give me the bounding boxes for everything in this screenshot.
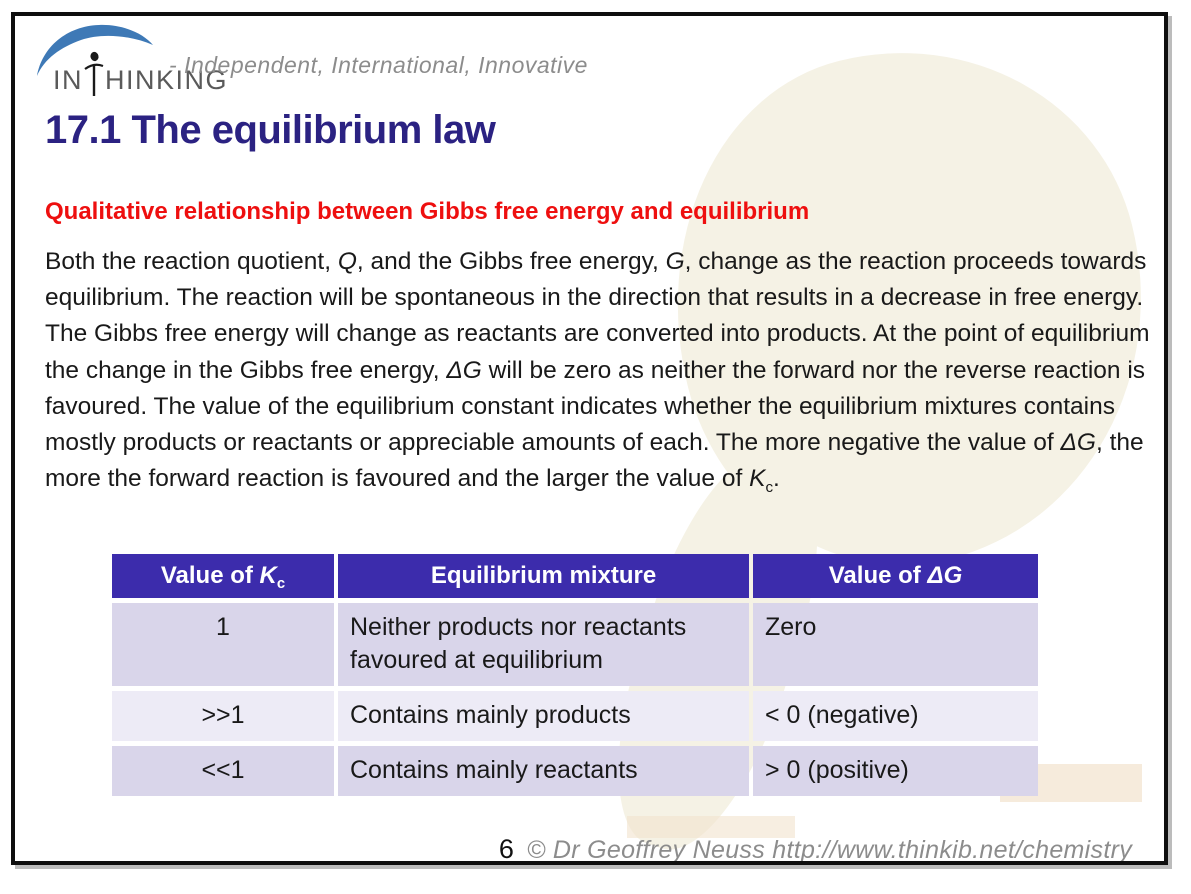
inthinking-logo: IN HINKING - Independent, International,… bbox=[29, 16, 589, 96]
table-row: 1 Neither products nor reactants favoure… bbox=[112, 603, 1038, 686]
table-row: <<1 Contains mainly reactants > 0 (posit… bbox=[112, 746, 1038, 796]
section-heading: Qualitative relationship between Gibbs f… bbox=[45, 198, 810, 225]
body-paragraph: Both the reaction quotient, Q, and the G… bbox=[45, 248, 1150, 496]
slide-frame: IN HINKING - Independent, International,… bbox=[11, 12, 1168, 865]
copyright-text: © Dr Geoffrey Neuss http://www.thinkib.n… bbox=[526, 836, 1132, 864]
slide-footer: 6 © Dr Geoffrey Neuss http://www.thinkib… bbox=[498, 834, 1132, 864]
equilibrium-table: Value of Kc Equilibrium mixture Value of… bbox=[108, 549, 1042, 801]
watermark-shape-band bbox=[627, 816, 795, 838]
header-value-of-kc: Value of Kc bbox=[112, 554, 334, 598]
cell-dg: < 0 (negative) bbox=[753, 691, 1038, 741]
logo-person-icon bbox=[84, 51, 104, 96]
cell-kc: >>1 bbox=[112, 691, 334, 741]
logo-wordmark: IN HINKING bbox=[53, 48, 229, 96]
cell-mixture: Contains mainly products bbox=[338, 691, 749, 741]
logo-text-in: IN bbox=[53, 65, 83, 95]
header-equilibrium-mixture: Equilibrium mixture bbox=[338, 554, 749, 598]
table-header-row: Value of Kc Equilibrium mixture Value of… bbox=[112, 554, 1038, 598]
cell-kc: 1 bbox=[112, 603, 334, 686]
logo-text-hinking: HINKING bbox=[105, 65, 229, 95]
cell-kc: <<1 bbox=[112, 746, 334, 796]
header-value-of-dg: Value of ΔG bbox=[753, 554, 1038, 598]
cell-mixture: Contains mainly reactants bbox=[338, 746, 749, 796]
logo-tagline: - Independent, International, Innovative bbox=[169, 52, 588, 78]
cell-mixture: Neither products nor reactants favoured … bbox=[338, 603, 749, 686]
cell-dg: > 0 (positive) bbox=[753, 746, 1038, 796]
slide-content: IN HINKING - Independent, International,… bbox=[15, 16, 1164, 861]
cell-dg: Zero bbox=[753, 603, 1038, 686]
table-row: >>1 Contains mainly products < 0 (negati… bbox=[112, 691, 1038, 741]
page-number: 6 bbox=[498, 834, 514, 864]
logo-swoosh-icon bbox=[37, 24, 153, 76]
page-title: 17.1 The equilibrium law bbox=[45, 108, 496, 152]
